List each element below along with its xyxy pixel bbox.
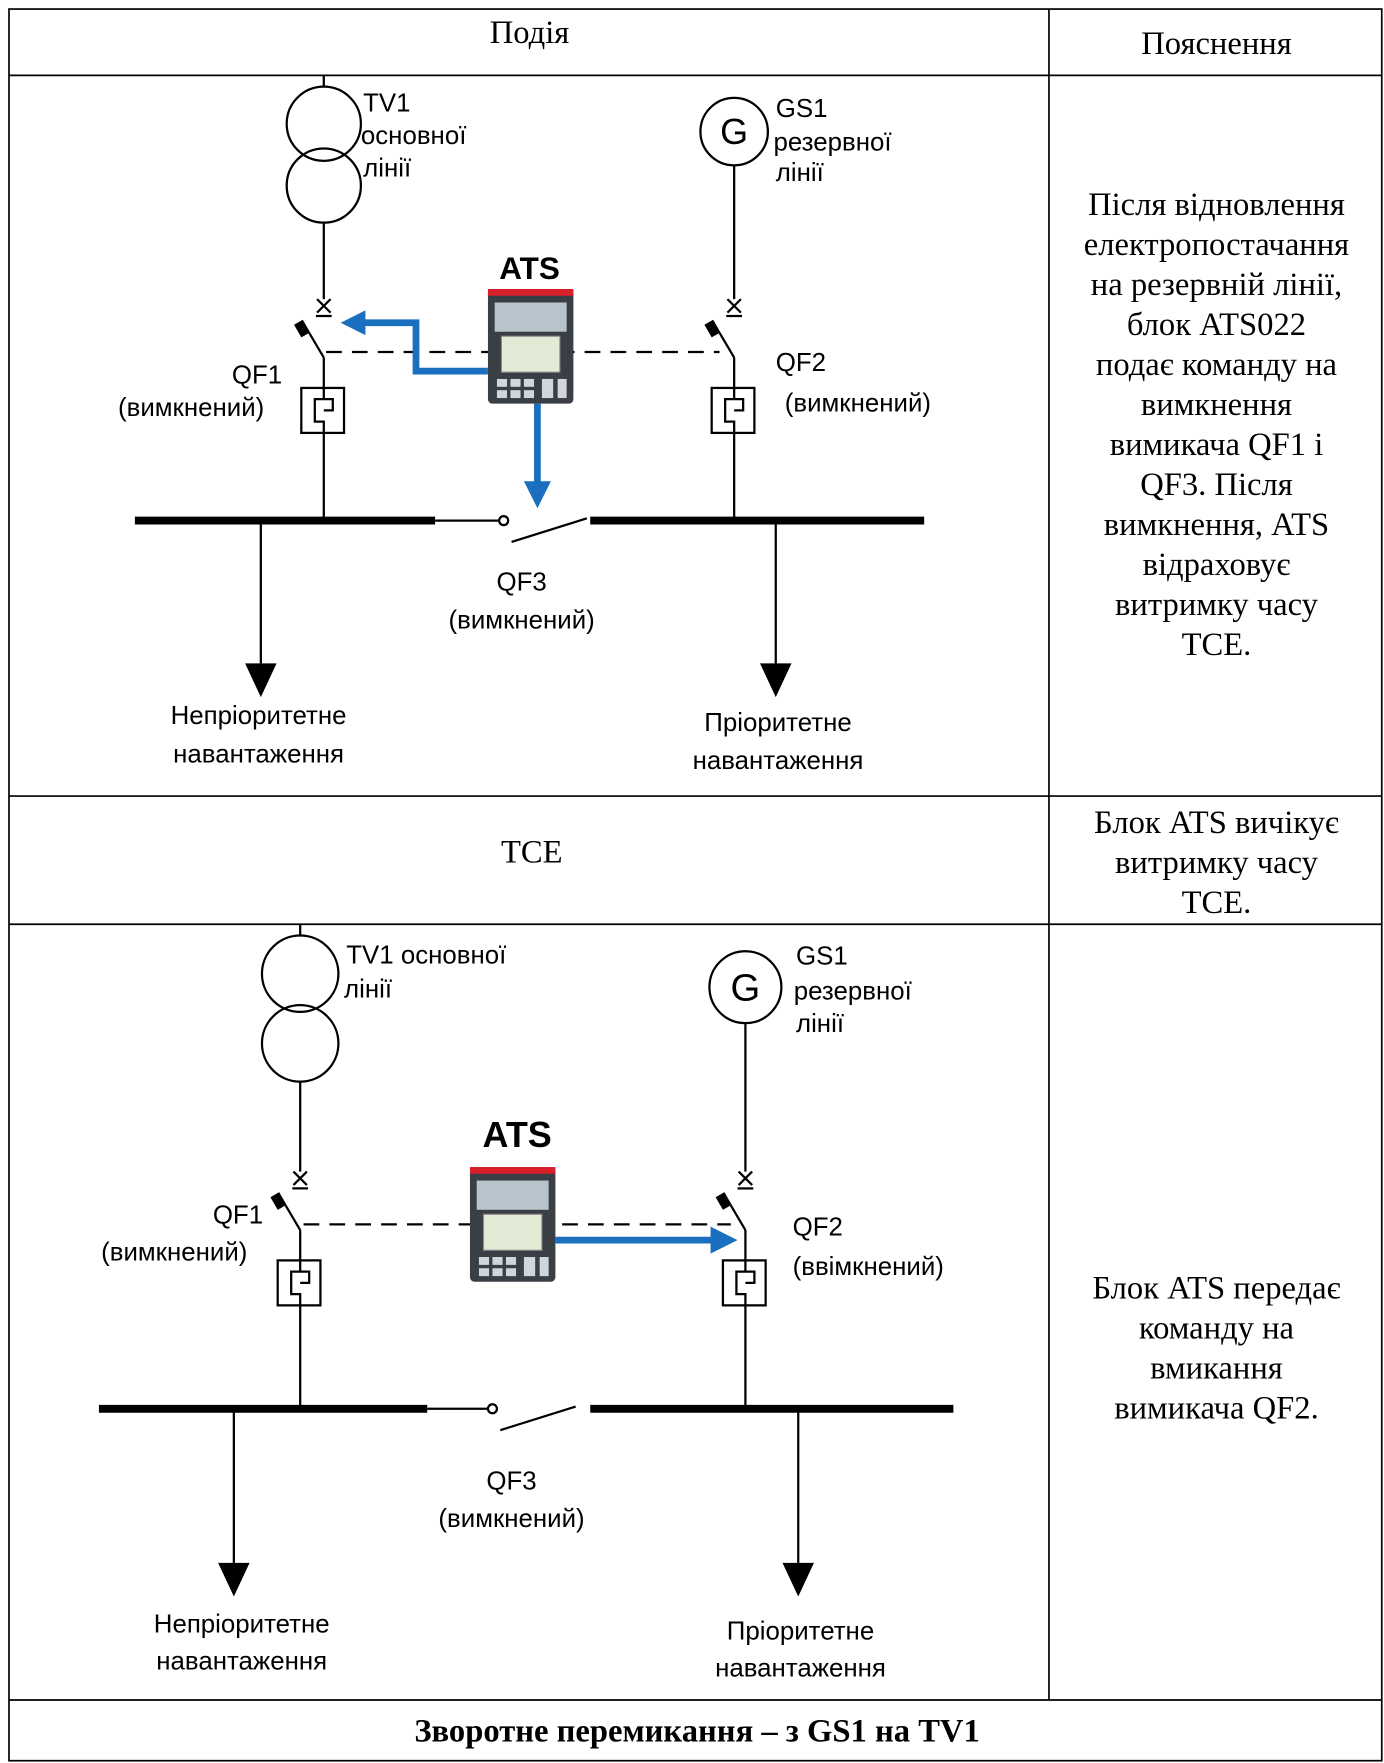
diagram-label: Пріоритетне [727, 1617, 874, 1645]
explanation-line: вимкнення [1141, 387, 1292, 423]
diagram-label: QF3 [486, 1468, 536, 1496]
diagram-label: QF2 [793, 1214, 843, 1242]
explanation-line: на резервній лінії, [1091, 267, 1342, 303]
explanation-line: Після відновлення [1088, 187, 1345, 223]
explanation: Блок ATS вичікує витримку часу TCE. [1094, 805, 1339, 921]
explanation-line: вимикача QF2. [1114, 1391, 1319, 1427]
explanation-line: вимикача QF1 і [1110, 427, 1324, 463]
explanation-line: витримку часу [1115, 587, 1319, 623]
diagram: G [98, 924, 954, 1597]
diagram-label: (вимкнений) [438, 1505, 584, 1533]
diagram-label: лінії [344, 975, 392, 1003]
explanation-line: TCE. [1182, 627, 1252, 663]
diagram-label: навантаження [715, 1654, 886, 1682]
diagram-label: ATS [499, 251, 560, 286]
diagram-label: TV1 основної [346, 942, 506, 970]
diagram-label: резервної [774, 129, 892, 157]
diagram-label: QF1 [232, 361, 282, 389]
footer-cell: Зворотне перемикання – з GS1 на TV1 [414, 1714, 979, 1750]
diagram-label: (вимкнений) [101, 1238, 247, 1266]
explanation-line: вмикання [1150, 1351, 1283, 1387]
svg-text:G: G [731, 967, 761, 1010]
diagram-label: навантаження [693, 747, 864, 775]
explanation-line: QF3. Після [1140, 467, 1293, 503]
diagram-label: резервної [794, 978, 912, 1006]
event-cell: TCE [501, 834, 563, 870]
explanation-line: Блок ATS вичікує [1094, 805, 1339, 841]
diagram-label: основної [361, 122, 467, 150]
diagram-label: лінії [776, 159, 824, 187]
diagram-label: навантаження [156, 1648, 327, 1676]
diagram-label: TV1 [363, 89, 410, 117]
svg-text:G: G [720, 111, 748, 152]
diagram-label: (вимкнений) [118, 394, 264, 422]
diagram-label: (вимкнений) [785, 390, 931, 418]
explanation-line: блок ATS022 [1127, 307, 1306, 343]
header-cell: Подія [490, 15, 570, 51]
explanation-line: електропостачання [1084, 227, 1349, 263]
explanation-line: витримку часу [1115, 845, 1319, 881]
diagram-label: (вимкнений) [449, 607, 595, 635]
explanation: Блок ATS передає команду на вмикання вимика… [1092, 1271, 1340, 1427]
diagram-label: Непріоритетне [171, 702, 347, 730]
diagram-label: GS1 [796, 943, 848, 971]
diagram-label: GS1 [776, 95, 828, 123]
explanation-line: команду на [1139, 1311, 1295, 1347]
table-grid [8, 8, 1383, 1762]
diagram-label: QF3 [497, 568, 547, 596]
header-cell: Пояснення [1141, 26, 1291, 62]
diagram: G [134, 75, 925, 698]
explanation-line: подає команду на [1096, 347, 1338, 383]
diagram-label: (ввімкнений) [793, 1253, 944, 1281]
diagram-label: QF2 [776, 349, 826, 377]
diagram-label: QF1 [213, 1201, 263, 1229]
explanation: Після відновлення електропостачання на рез… [1084, 187, 1349, 663]
explanation-line: TCE. [1182, 885, 1252, 921]
diagram-label: лінії [796, 1010, 844, 1038]
diagram-label: ATS [483, 1114, 552, 1155]
diagram-label: лінії [363, 155, 411, 183]
diagram-label: Непріоритетне [154, 1611, 330, 1639]
explanation-line: Блок ATS передає [1092, 1271, 1340, 1307]
explanation-line: вимкнення, ATS [1104, 507, 1329, 543]
diagram-label: навантаження [173, 740, 344, 768]
explanation-line: відраховує [1143, 547, 1291, 583]
diagram-label: Пріоритетне [704, 709, 851, 737]
